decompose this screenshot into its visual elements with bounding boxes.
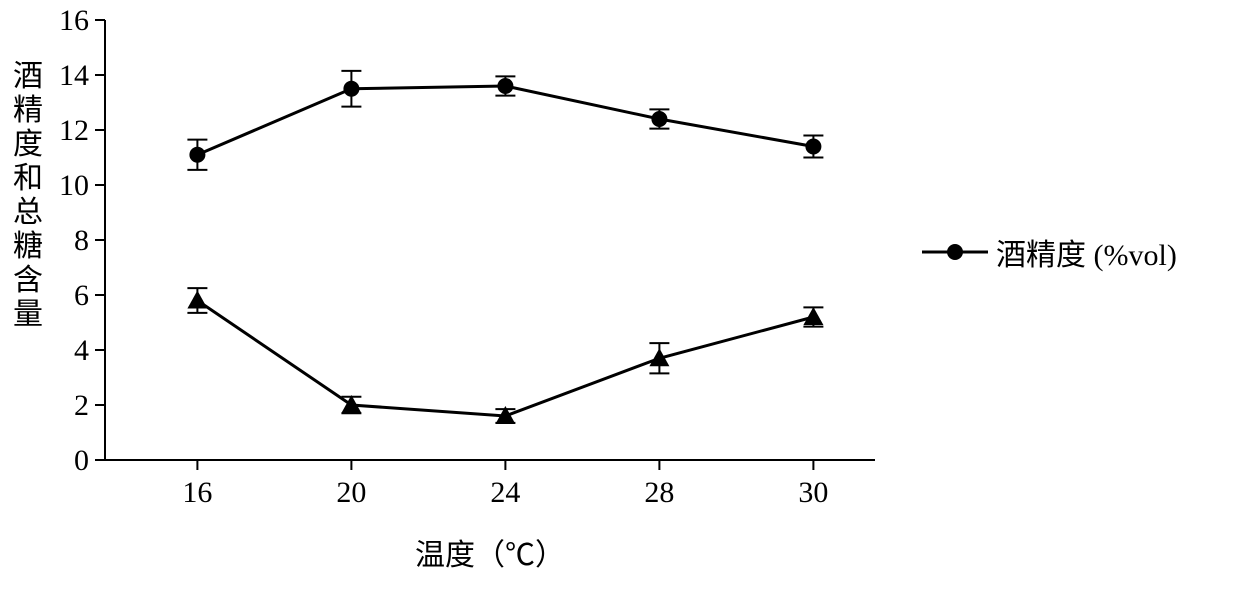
- svg-text:6: 6: [74, 279, 89, 312]
- svg-text:16: 16: [182, 476, 212, 509]
- legend-item-label: 酒精度 (%vol): [996, 230, 1177, 274]
- svg-text:28: 28: [644, 476, 674, 509]
- svg-text:2: 2: [74, 389, 89, 422]
- svg-text:0: 0: [74, 444, 89, 477]
- svg-text:10: 10: [59, 169, 89, 202]
- svg-text:14: 14: [59, 59, 89, 92]
- svg-text:8: 8: [74, 224, 89, 257]
- svg-text:30: 30: [798, 476, 828, 509]
- chart-plot: 02468101214161620242830: [0, 0, 1240, 613]
- svg-text:24: 24: [490, 476, 520, 509]
- svg-text:20: 20: [336, 476, 366, 509]
- svg-text:4: 4: [74, 334, 89, 367]
- svg-text:16: 16: [59, 4, 89, 37]
- svg-text:12: 12: [59, 114, 89, 147]
- x-axis-label: 温度（℃）: [105, 530, 875, 574]
- legend: 酒精度 (%vol): [920, 230, 1177, 274]
